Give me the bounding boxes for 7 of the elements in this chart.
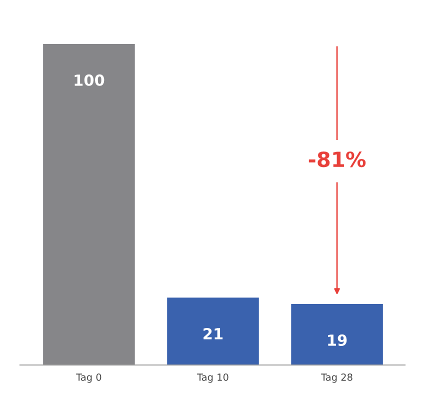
x-tick-label: Tag 10 [197,374,228,383]
data-label: 21 [204,328,223,340]
data-label: 19 [328,334,347,346]
x-tick-label: Tag 0 [76,374,102,383]
x-tick-label: Tag 28 [321,374,352,383]
data-label: 100 [74,74,104,86]
annotation: -81% [308,151,366,168]
